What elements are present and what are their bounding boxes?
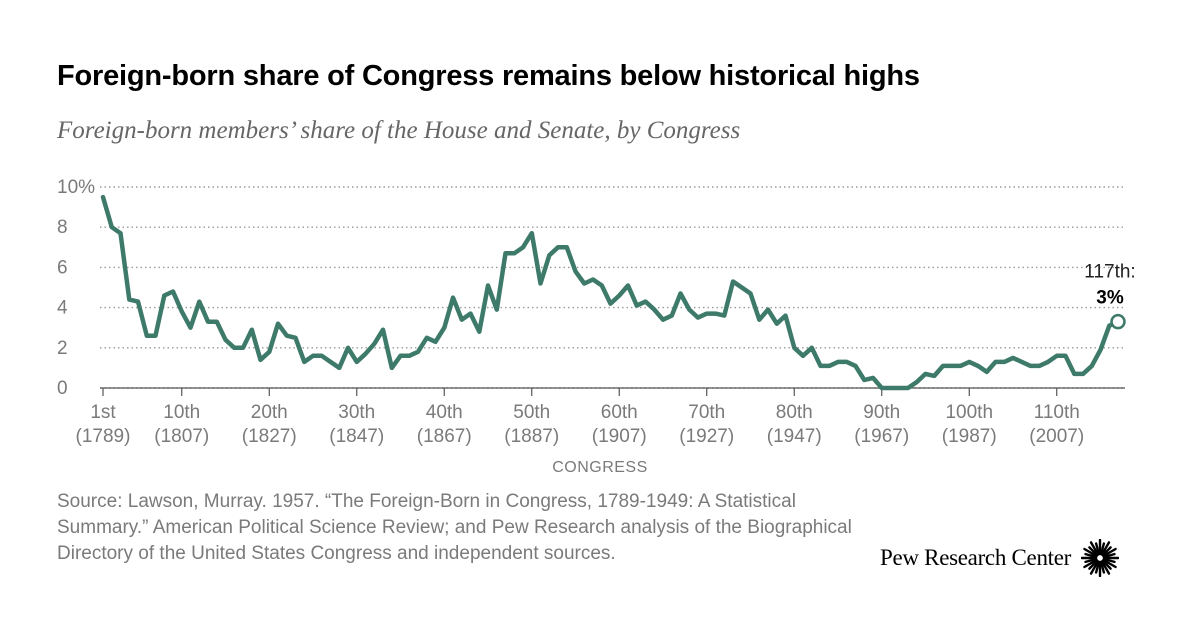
end-point-marker <box>1110 313 1126 330</box>
y-tick-label: 8 <box>57 217 68 238</box>
x-tick-year-label: (1887) <box>504 426 559 447</box>
x-tick-year-label: (1967) <box>854 426 909 447</box>
x-tick-label: 1st <box>90 402 116 423</box>
x-tick-label: 110th <box>1034 402 1080 423</box>
gridlines <box>100 186 1125 389</box>
source-note: Source: Lawson, Murray. 1957. “The Forei… <box>57 491 852 564</box>
x-tick-year-label: (1807) <box>154 426 209 447</box>
chart-title: Foreign-born share of Congress remains b… <box>57 60 920 92</box>
y-tick-label: 10% <box>57 177 95 198</box>
y-axis-ticks: 10% 8 6 4 2 0 <box>57 177 95 399</box>
series-line <box>100 194 1121 391</box>
x-tick-label: 100th <box>945 402 993 423</box>
brand-logo: Pew Research Center <box>880 539 1120 577</box>
x-tick-label: 40th <box>426 402 463 423</box>
x-tick-label: 80th <box>776 402 813 423</box>
pew-sunburst-icon <box>1081 539 1120 577</box>
brand-name: Pew Research Center <box>880 545 1072 570</box>
x-tick-year-label: (1987) <box>942 426 997 447</box>
x-tick-year-label: (1867) <box>417 426 472 447</box>
x-tick-year-label: (2007) <box>1029 426 1084 447</box>
x-tick-label: 70th <box>688 402 725 423</box>
chart-subtitle: Foreign-born members’ share of the House… <box>57 117 741 144</box>
x-tick-label: 10th <box>163 402 200 423</box>
x-tick-label: 30th <box>338 402 375 423</box>
x-tick-year-label: (1927) <box>679 426 734 447</box>
y-tick-label: 4 <box>57 298 68 319</box>
x-tick-label: 50th <box>513 402 550 423</box>
y-tick-label: 2 <box>57 338 68 359</box>
x-tick-year-label: (1847) <box>329 426 384 447</box>
x-tick-label: 20th <box>251 402 288 423</box>
y-tick-label: 0 <box>57 378 68 399</box>
x-axis-title: CONGRESS <box>552 459 648 476</box>
x-tick-year-label: (1907) <box>592 426 647 447</box>
x-tick-year-label: (1827) <box>242 426 297 447</box>
x-tick-year-label: (1789) <box>76 426 131 447</box>
y-tick-label: 6 <box>57 257 68 278</box>
annotation-label: 117th: <box>1084 262 1135 283</box>
x-axis-ticks: 1st (1789) 10th (1807) 20th (1827) 30th (1847) 4… <box>76 388 1084 447</box>
x-tick-year-label: (1947) <box>767 426 822 447</box>
x-tick-label: 60th <box>601 402 638 423</box>
x-tick-label: 90th <box>863 402 900 423</box>
annotation-value: 3% <box>1096 288 1124 309</box>
